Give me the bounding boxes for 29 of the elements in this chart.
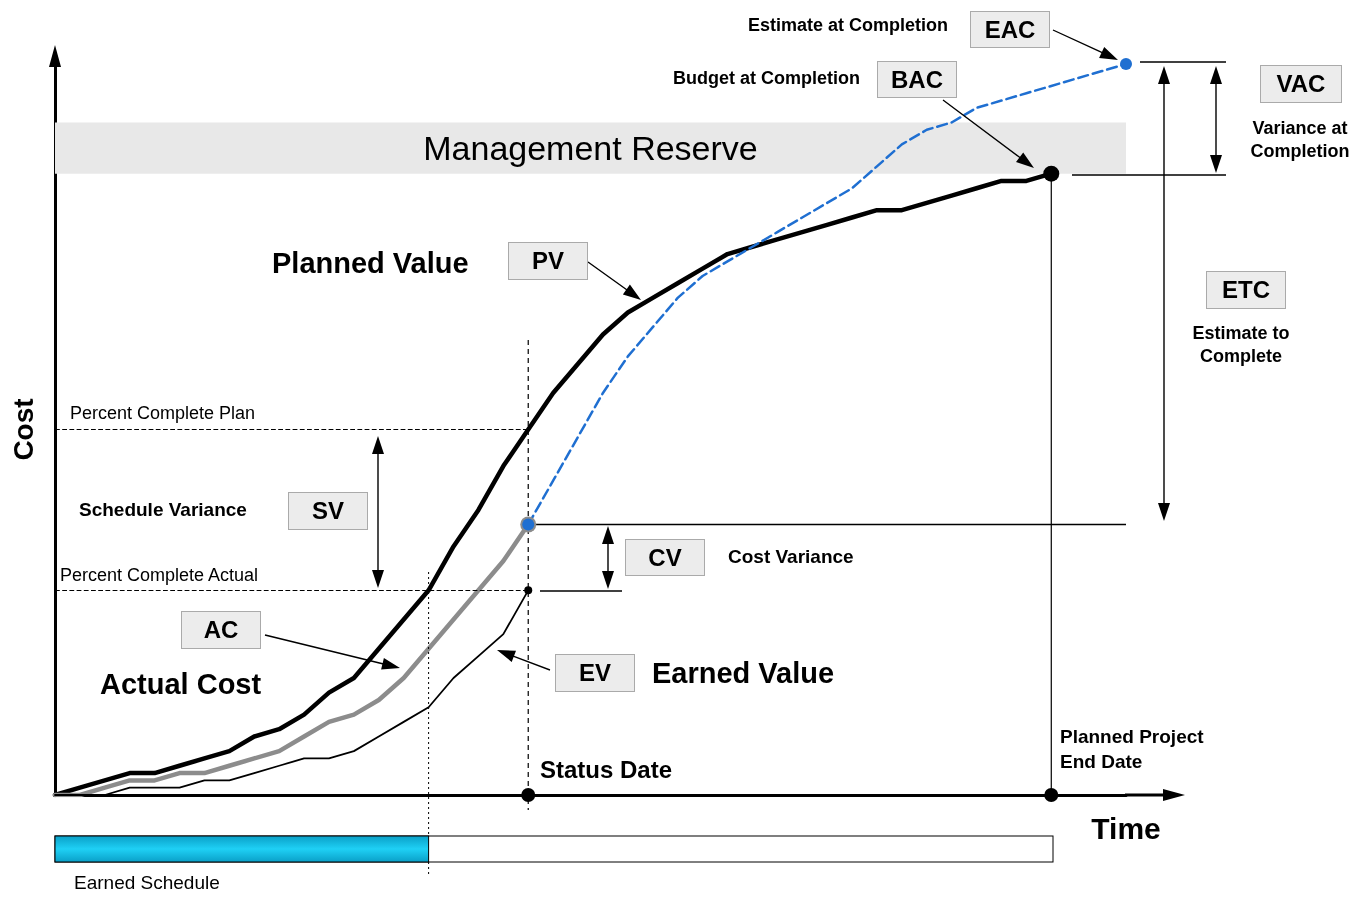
text: Estimate at Completion xyxy=(746,14,948,37)
text: ETC xyxy=(1206,271,1286,309)
text: VAC xyxy=(1260,65,1342,103)
annotation: Budget at Completion xyxy=(672,67,860,90)
point xyxy=(524,586,533,595)
text: EAC xyxy=(970,11,1050,48)
x-axis-title: Time xyxy=(1091,811,1161,845)
point xyxy=(1043,165,1060,182)
annotation: Status Date xyxy=(540,755,673,785)
point xyxy=(1120,58,1132,70)
text: Earned Schedule xyxy=(74,871,220,895)
annotation: Schedule Variance xyxy=(79,498,247,522)
y-axis-title: Cost xyxy=(7,398,39,461)
text: Estimate to Complete xyxy=(1191,322,1291,369)
annotation: EV xyxy=(555,654,635,692)
annotation: Actual Cost xyxy=(100,667,262,702)
ref-line-label: Percent Complete Actual xyxy=(60,564,259,587)
ref-line-label: Percent Complete Plan xyxy=(70,402,256,425)
annotation: AC xyxy=(181,611,261,649)
text: Variance at Completion xyxy=(1249,117,1351,164)
annotation: Earned Value xyxy=(652,656,835,691)
annotation: PV xyxy=(508,242,588,280)
annotation: SV xyxy=(288,492,368,530)
annotation: Planned Project End Date xyxy=(1060,725,1205,774)
annotation: Cost Variance xyxy=(728,545,854,569)
annotation: Planned Value xyxy=(272,246,469,281)
annotation: BAC xyxy=(877,61,957,98)
annotation: CV xyxy=(625,539,705,576)
band-label: Management Reserve xyxy=(423,129,758,168)
